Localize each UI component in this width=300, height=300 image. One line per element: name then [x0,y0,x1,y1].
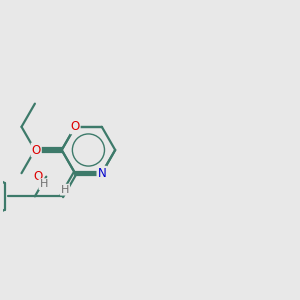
Text: O: O [33,170,42,183]
Text: O: O [32,143,41,157]
Text: H: H [39,179,48,189]
Text: H: H [61,185,69,195]
Text: O: O [70,120,80,133]
Text: N: N [98,167,106,180]
